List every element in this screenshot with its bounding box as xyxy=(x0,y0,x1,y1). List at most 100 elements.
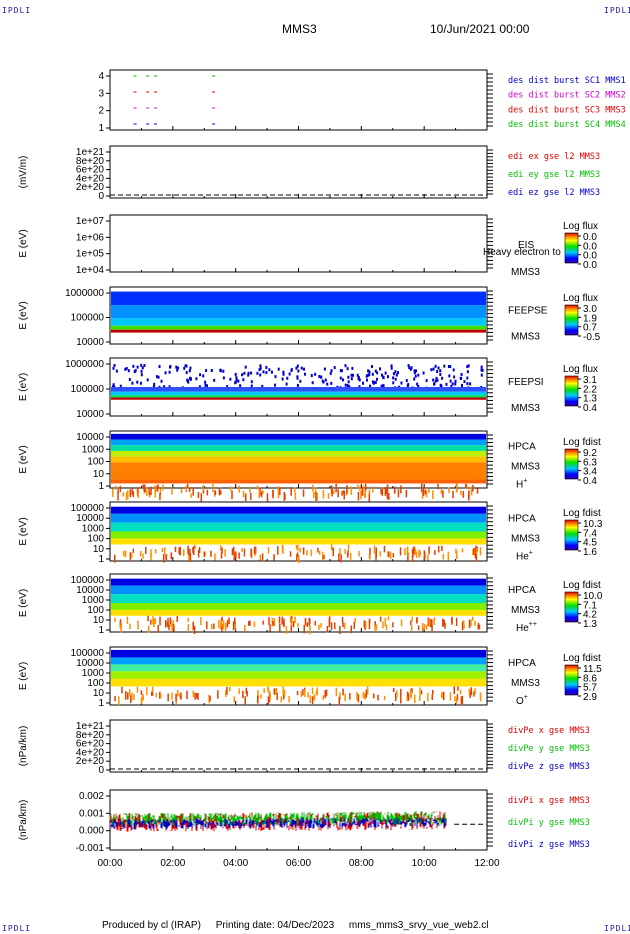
spectrogram-speckle xyxy=(350,625,353,634)
spectrogram-speckle xyxy=(365,689,368,698)
spectrogram-band xyxy=(111,387,486,392)
species-charge: ++ xyxy=(529,621,537,628)
y-axis-label: E (eV) xyxy=(18,229,29,257)
spectrogram-speckle xyxy=(344,549,346,554)
spectrogram-speckle xyxy=(294,492,297,500)
spectrogram-dot xyxy=(241,373,244,377)
spectrogram-speckle xyxy=(342,688,344,696)
spectrogram-dot xyxy=(441,376,444,380)
spectrogram-dot xyxy=(466,365,469,369)
species-label: H+ xyxy=(516,478,527,491)
spectrogram-speckle xyxy=(248,621,250,626)
spectrogram-speckle xyxy=(129,689,131,697)
spectrogram-dot xyxy=(112,385,115,389)
y-tick-label: 1 xyxy=(98,554,104,565)
spectrogram-speckle xyxy=(470,486,473,496)
spectrogram-dot xyxy=(320,375,323,379)
spectrogram-dot xyxy=(451,382,454,386)
legend-entry: divPe x gse MMS3 xyxy=(508,726,590,736)
spectrogram-speckle xyxy=(349,692,351,700)
spectrogram-band xyxy=(111,578,486,586)
spectrogram-speckle xyxy=(431,694,434,701)
spectrogram-speckle xyxy=(333,489,335,495)
colorbar-title: Log fdist xyxy=(563,580,601,591)
spectrogram-speckle xyxy=(410,690,412,699)
spectrogram-speckle xyxy=(206,489,209,496)
spectrogram-band xyxy=(111,649,486,658)
spectrogram-dot xyxy=(157,375,160,379)
spectrogram-dot xyxy=(409,367,412,371)
spectrogram-speckle xyxy=(465,483,467,489)
spectrogram-speckle xyxy=(306,622,309,627)
spectrogram-speckle xyxy=(372,486,374,493)
spectrogram-dot xyxy=(277,367,280,371)
spectrogram-speckle xyxy=(332,547,334,557)
spectrogram-speckle xyxy=(258,489,260,498)
spectrogram-speckle xyxy=(276,692,278,701)
y-tick-label: 1000000 xyxy=(65,359,104,370)
colorbar-tick-label: 3.4 xyxy=(583,467,597,478)
spectrogram-speckle xyxy=(142,553,144,559)
spectrogram-speckle xyxy=(159,616,161,626)
spectrogram-speckle xyxy=(262,489,264,495)
y-tick-label: 1 xyxy=(98,481,104,492)
spectrogram-speckle xyxy=(323,554,325,560)
spectrogram-dot xyxy=(311,381,314,385)
spectrogram-speckle xyxy=(187,546,189,553)
spectrogram-band xyxy=(111,506,486,514)
y-tick-label: 0.000 xyxy=(79,826,104,837)
spectrogram-band xyxy=(111,329,486,333)
spectrogram-speckle xyxy=(389,551,392,560)
spectrogram-speckle xyxy=(357,491,360,501)
spectrogram-speckle xyxy=(273,554,275,561)
spectrogram-dot xyxy=(344,383,347,387)
spectrogram-dot xyxy=(205,368,208,372)
spectrogram-dot xyxy=(296,375,299,379)
spectrogram-dot xyxy=(140,369,143,373)
spectrogram-dot xyxy=(358,378,361,382)
spectrogram-dot xyxy=(282,370,285,374)
spectrogram-speckle xyxy=(179,546,182,556)
spectrogram-speckle xyxy=(187,623,190,633)
spectrogram-dot xyxy=(235,378,238,382)
spectrogram-speckle xyxy=(186,483,189,489)
y-tick-label: 6e+20 xyxy=(76,165,105,176)
spectrogram-speckle xyxy=(273,617,276,626)
spectrogram-speckle xyxy=(192,690,195,698)
spectrogram-speckle xyxy=(400,619,403,627)
spectrogram-speckle xyxy=(277,491,280,499)
spectrogram-speckle xyxy=(442,618,444,628)
spectrogram-dot xyxy=(326,382,329,386)
spectrogram-speckle xyxy=(187,617,189,622)
spectrogram-speckle xyxy=(206,621,208,630)
spectrogram-speckle xyxy=(420,483,423,493)
spectrogram-speckle xyxy=(124,691,127,700)
spectrogram-dot xyxy=(113,363,116,367)
spectrogram-speckle xyxy=(413,546,416,555)
spectrogram-speckle xyxy=(275,687,278,695)
spectrogram-speckle xyxy=(281,616,283,625)
y-tick-label: 1 xyxy=(98,698,104,709)
spectrogram-speckle xyxy=(280,696,283,703)
spectrogram-speckle xyxy=(411,549,414,554)
spectrogram-dot xyxy=(242,378,245,382)
corner-label-bottom-right: IPDLI xyxy=(604,924,630,933)
spectrogram-dot xyxy=(346,384,349,388)
spectrogram-dot xyxy=(274,375,277,379)
spectrogram-speckle xyxy=(150,552,152,561)
colorbar-title: Log fdist xyxy=(563,653,601,664)
spectrogram-speckle xyxy=(262,620,264,625)
spectrogram-band xyxy=(111,585,486,595)
spectrogram-dot xyxy=(210,368,213,372)
spectrogram-speckle xyxy=(285,626,288,634)
instrument-label: MMS3 xyxy=(511,403,540,414)
spectrogram-speckle xyxy=(441,545,443,552)
spectrogram-band xyxy=(111,609,486,616)
spectrogram-speckle xyxy=(300,691,303,697)
spectrogram-dot xyxy=(381,373,384,377)
spectrogram-speckle xyxy=(453,686,455,695)
spectrogram-dot xyxy=(160,379,163,383)
spectrogram-dot xyxy=(188,376,191,380)
spectrogram-speckle xyxy=(366,686,369,695)
spectrogram-speckle xyxy=(455,483,458,493)
